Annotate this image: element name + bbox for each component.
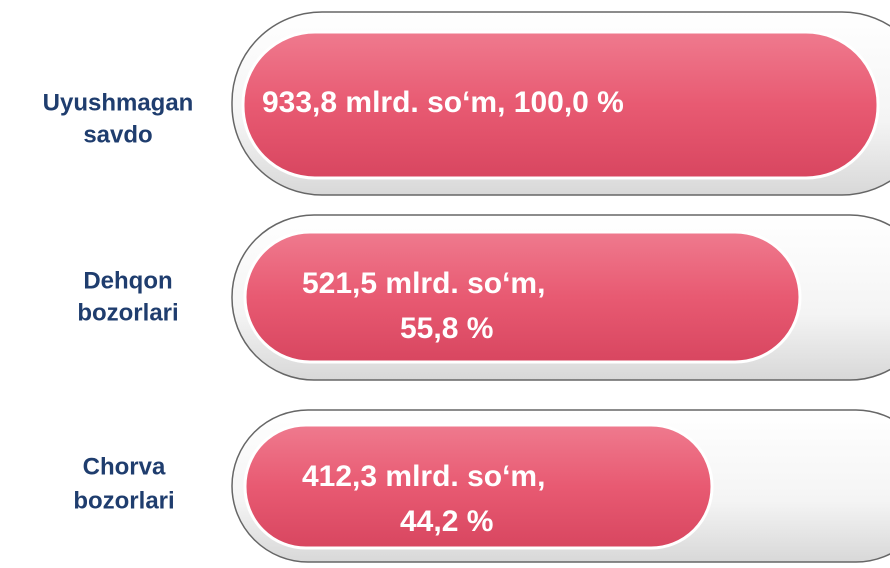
bar bbox=[243, 423, 714, 550]
label: savdo bbox=[83, 121, 152, 148]
bar bbox=[241, 30, 880, 180]
value-text: 521,5 mlrd. so‘m, bbox=[302, 267, 545, 300]
bar bbox=[243, 230, 802, 364]
label: bozorlari bbox=[73, 487, 174, 514]
label: Uyushmagan bbox=[43, 89, 194, 116]
label: Dehqon bbox=[83, 267, 172, 294]
label: Chorva bbox=[83, 453, 166, 480]
label: bozorlari bbox=[77, 299, 178, 326]
value-text: 412,3 mlrd. so‘m, bbox=[302, 460, 545, 493]
value-text: 44,2 % bbox=[400, 505, 493, 538]
value-text: 55,8 % bbox=[400, 312, 493, 345]
value-text: 933,8 mlrd. so‘m, 100,0 % bbox=[262, 86, 624, 119]
